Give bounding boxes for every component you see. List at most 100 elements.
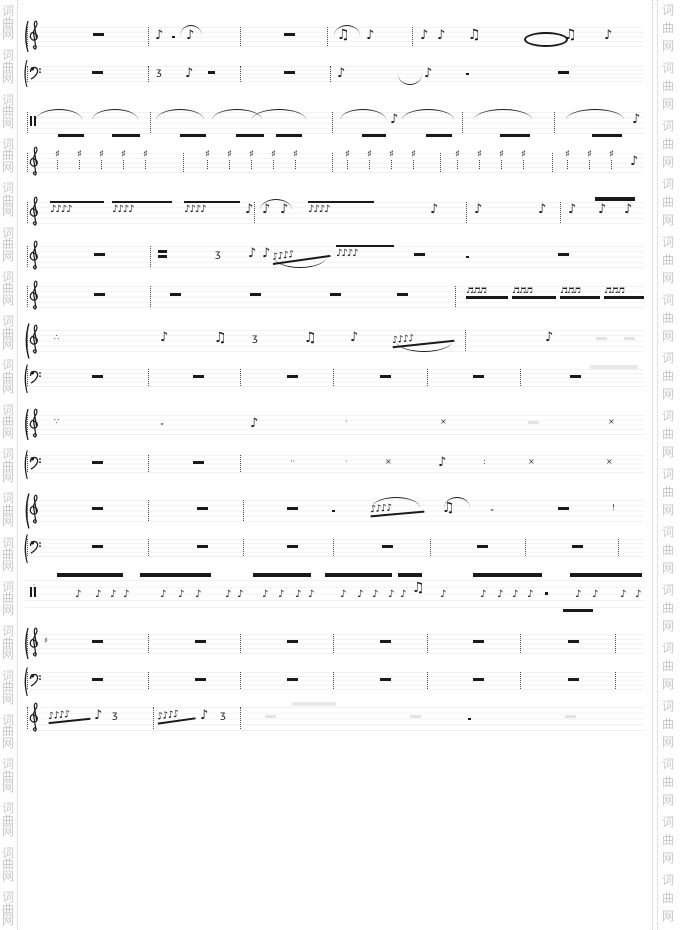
dotted-barline [520, 369, 521, 387]
staff-lines [25, 415, 644, 435]
dotted-barline [27, 153, 28, 173]
note: ♪ [437, 27, 446, 43]
whole-rest [265, 714, 276, 718]
watermark-char: 网 [2, 735, 15, 750]
slur [334, 25, 360, 36]
augmentation-dot [466, 255, 469, 259]
staff-system-7: ♬♬♬ ♬♬♬ ♬♬♬ ♬♬♬ [0, 280, 680, 314]
watermark-char: 网 [2, 27, 15, 41]
whole-rest [284, 70, 295, 74]
watermark-char: 曲 [662, 833, 675, 847]
staff-lines [25, 539, 644, 557]
note: ♪ [308, 589, 315, 601]
watermark-char: 曲 [2, 857, 15, 872]
note: ♪ [497, 589, 504, 601]
chord: ♯ [389, 149, 394, 170]
dotted-barline [520, 672, 521, 690]
whole-rest [473, 374, 484, 378]
whole-rest [565, 714, 576, 718]
watermark-char: 曲 [662, 137, 675, 151]
dotted-barline [148, 634, 149, 654]
watermark-char: 词 [2, 757, 15, 772]
dotted-barline [27, 27, 28, 47]
dotted-barline [27, 65, 28, 82]
watermark-char: 词 [662, 467, 675, 481]
watermark-char: 曲 [2, 591, 15, 606]
notation-mark: × [385, 456, 392, 466]
note: ♪ [624, 202, 633, 218]
treble-clef-icon [29, 275, 41, 319]
note: ♪ [366, 27, 375, 43]
whole-rest [92, 460, 103, 464]
dotted-barline [440, 153, 441, 173]
note: ♪ [635, 589, 642, 601]
watermark-char: 曲 [662, 311, 675, 325]
watermark-char: 网 [2, 115, 15, 130]
staff-system-5: ♪♪♪♪ ♪♪♪♪ ♪♪♪♪ ♪ ♪ ♪ ♪♪♪♪ ♪ ♪ ♪ ♪ ♪ ♪ [0, 196, 680, 230]
watermark-char: 词 [2, 801, 15, 816]
staff-system-2: (ʒ ♪ ♪ ♪ [0, 59, 680, 89]
beam [112, 133, 140, 138]
half-rest [158, 250, 167, 254]
watermark-char: 网 [662, 97, 675, 111]
bass-clef-icon [29, 538, 42, 559]
watermark-char: 网 [2, 337, 15, 352]
note: ♪ [178, 589, 185, 601]
whole-rest [93, 33, 104, 37]
watermark-char: 词 [662, 235, 675, 249]
watermark-char: 曲 [2, 768, 15, 783]
notation-mark: × [606, 456, 613, 466]
eighth-rest: ʒ [215, 248, 221, 260]
slur [36, 109, 82, 120]
note: ♪ [185, 65, 194, 81]
watermark-char: 网 [2, 514, 15, 529]
watermark-char: 网 [662, 271, 675, 285]
watermark-char: 词 [662, 699, 675, 713]
watermark-char: 曲 [662, 195, 675, 209]
whole-rest [477, 544, 488, 548]
beam [362, 133, 386, 138]
whole-rest [558, 70, 569, 74]
note: ♪ [195, 589, 202, 601]
chord: ♯ [367, 149, 372, 170]
note: ♪ [632, 112, 641, 128]
beamed-note-group: ♪♪♪♪ [336, 244, 394, 259]
beamed-note-pair: ♫ [468, 27, 481, 43]
bass-clef-icon [29, 64, 42, 84]
note: ♪ [160, 330, 169, 346]
dotted-barline [560, 202, 561, 224]
eighth-rest: ʒ [252, 332, 258, 344]
treble-clef-icon [29, 17, 41, 57]
treble-clef-icon [29, 319, 41, 363]
note: ♪ [110, 589, 117, 601]
dotted-barline [27, 707, 28, 730]
note: ♪ [390, 112, 399, 128]
staff-system-14: ⋮ ♪ ♪ ♪ ♪ ♪ ♪ ♪ ♪ ♪ ♪ ♪ ♪ ♪ ♪ ♪ ♪ ♪ ♪ ♫ ♪ ♪ ♪ ♪ ♪ ♪ ♪ ♪ ♪ [0, 572, 680, 616]
tremolo-group: ♬♬♬ [512, 287, 556, 300]
beam [325, 573, 392, 578]
note: ♪ [340, 589, 347, 601]
watermark-char: 曲 [2, 192, 15, 207]
note: ♪ [420, 27, 429, 43]
staff-lines [25, 27, 644, 47]
watermark-char: 网 [2, 558, 15, 573]
whole-rest [92, 506, 103, 510]
treble-clef-icon [29, 624, 41, 664]
watermark-char: 网 [2, 691, 15, 706]
staff-lines [25, 634, 644, 654]
note: ♪ [527, 589, 534, 601]
dotted-barline [615, 672, 616, 690]
system-brace: ( [23, 623, 30, 664]
staff-system-13: ( [0, 532, 680, 564]
watermark-char: 曲 [662, 601, 675, 615]
beam [398, 573, 422, 578]
beam [563, 608, 593, 613]
note: ♪ [438, 455, 447, 471]
dotted-barline [455, 286, 456, 308]
augmentation-dot [332, 509, 335, 513]
note: ♪ [278, 589, 285, 601]
watermark-char: 词 [662, 409, 675, 423]
watermark-char: 曲 [662, 891, 675, 905]
dotted-barline [333, 369, 334, 387]
whole-rest [197, 544, 208, 548]
